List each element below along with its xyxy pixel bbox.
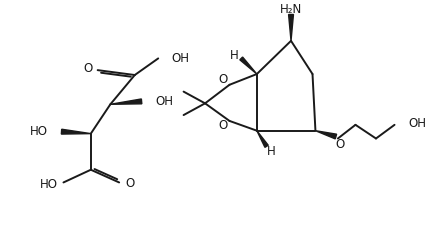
- Text: HO: HO: [40, 178, 58, 191]
- Polygon shape: [315, 131, 336, 139]
- Polygon shape: [256, 131, 268, 147]
- Text: H: H: [230, 49, 238, 62]
- Text: OH: OH: [407, 117, 425, 130]
- Polygon shape: [239, 57, 256, 74]
- Polygon shape: [61, 129, 91, 134]
- Text: O: O: [218, 119, 227, 132]
- Polygon shape: [110, 99, 141, 104]
- Text: O: O: [125, 177, 134, 190]
- Text: OH: OH: [170, 52, 188, 65]
- Text: H₂N: H₂N: [279, 3, 302, 16]
- Text: O: O: [334, 138, 344, 151]
- Text: H: H: [267, 145, 275, 158]
- Text: O: O: [83, 62, 92, 75]
- Text: OH: OH: [155, 95, 173, 108]
- Text: O: O: [218, 73, 227, 86]
- Text: HO: HO: [30, 125, 48, 138]
- Polygon shape: [288, 15, 293, 41]
